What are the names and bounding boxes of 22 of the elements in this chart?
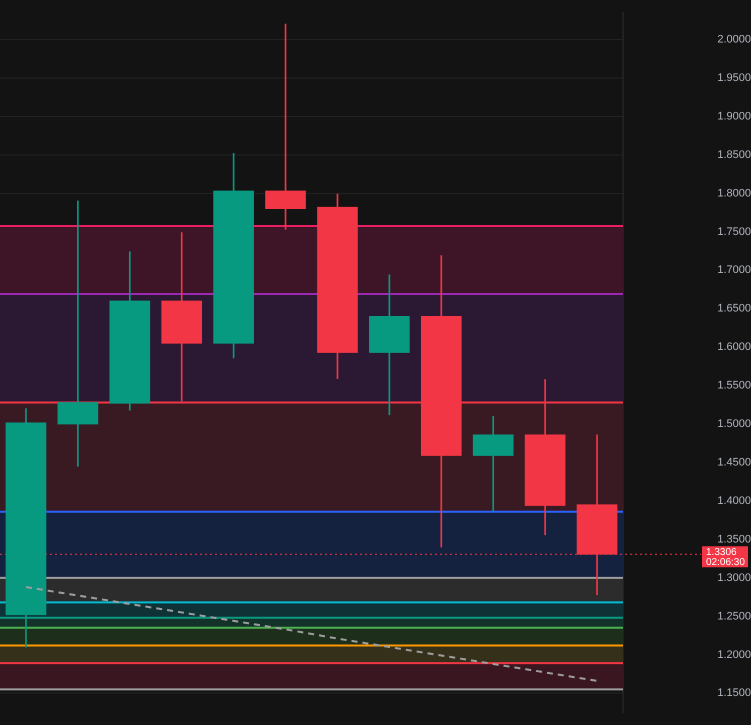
line-series xyxy=(24,586,598,682)
y-tick-label: 1.9500 xyxy=(717,72,751,84)
y-tick-label: 1.7000 xyxy=(717,264,751,276)
y-tick-label: 1.4000 xyxy=(717,494,751,507)
y-tick-label: 1.5500 xyxy=(717,380,751,392)
y-tick-label: 1.8000 xyxy=(717,187,751,200)
y-tick-label: 1.7500 xyxy=(717,226,751,238)
y-tick-label: 1.1500 xyxy=(717,687,751,700)
y-tick-label: 1.6000 xyxy=(717,341,751,354)
y-tick-label: 1.3000 xyxy=(717,572,751,584)
candlestick xyxy=(265,24,306,230)
y-tick-label: 1.2000 xyxy=(717,648,751,661)
text: 02:06:30 xyxy=(706,557,746,568)
y-tick-label: 1.8500 xyxy=(717,148,751,161)
y-tick-label: 1.3500 xyxy=(717,533,751,546)
y-tick-label: 1.9000 xyxy=(717,110,751,122)
y-tick-label: 1.6500 xyxy=(717,302,751,315)
y-tick-label: 2.0000 xyxy=(717,34,751,46)
y-tick-label: 1.4500 xyxy=(717,456,751,469)
y-tick-label: 1.2500 xyxy=(717,610,751,622)
y-tick-label: 1.5000 xyxy=(717,418,751,430)
ref-line-label: 1.3306 xyxy=(706,547,738,558)
